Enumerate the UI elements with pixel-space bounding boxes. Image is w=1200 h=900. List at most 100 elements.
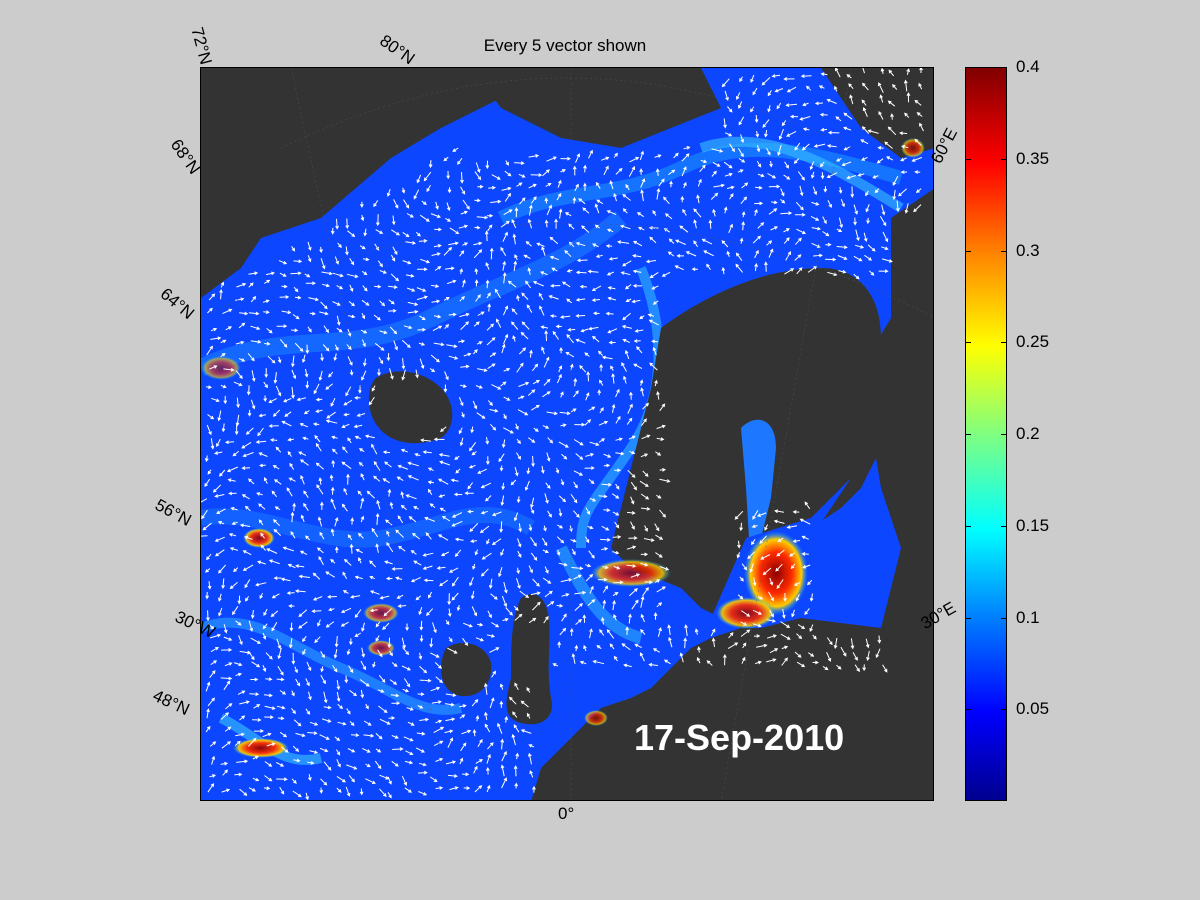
current-vector [740,196,748,205]
current-vector [336,775,346,783]
current-vector [221,648,233,652]
current-vector [319,311,329,316]
current-vector [295,564,305,568]
current-vector [747,551,756,560]
current-vector [260,532,265,539]
current-vector [235,620,242,626]
current-vector [473,765,478,774]
current-vector [332,272,344,278]
current-vector [263,310,270,315]
current-vector [298,574,310,579]
current-vector [477,368,488,372]
current-vector [613,565,621,570]
current-vector [448,636,453,643]
current-vector [287,451,292,457]
current-vector [403,199,410,209]
current-vector [822,231,830,237]
current-vector [656,494,662,499]
current-vector [667,251,675,257]
current-vector [668,169,676,176]
current-vector [220,281,225,288]
current-vector [294,589,306,594]
current-vector [289,622,294,632]
current-vector [460,172,464,184]
current-vector [573,470,584,476]
current-vector [681,166,687,177]
current-vector [448,567,459,573]
current-vector [443,246,453,256]
current-vector [606,210,617,215]
current-vector [360,497,365,509]
current-vector [222,769,229,776]
current-vector [446,344,458,348]
current-vector [239,715,246,721]
current-vector [916,112,923,117]
current-vector [632,254,642,258]
current-vector [875,648,881,659]
current-vector [622,193,632,201]
current-vector [382,450,391,455]
current-vector [302,648,306,656]
current-vector [333,649,338,659]
current-vector [208,623,215,630]
current-vector [516,438,521,445]
current-vector [781,645,789,650]
current-vector [491,174,501,180]
current-vector [640,552,649,557]
current-vector [348,774,355,783]
current-vector [633,240,643,247]
current-vector [225,703,233,710]
current-vector [291,246,296,252]
current-vector [796,633,803,640]
current-vector [305,535,311,541]
current-vector [236,282,247,288]
current-vector [649,362,658,371]
current-vector [348,301,355,307]
current-vector [317,619,321,627]
current-vector [223,395,228,405]
current-vector [545,182,552,187]
current-vector [236,397,240,409]
current-vector [793,158,800,164]
current-vector [358,448,365,453]
current-vector [598,494,608,499]
current-vector [361,299,370,306]
current-vector [346,473,350,485]
current-vector [679,225,689,233]
current-vector [373,475,381,482]
current-vector [209,633,222,639]
current-vector [293,758,301,763]
current-vector [520,331,529,340]
current-vector [541,346,545,355]
current-vector [500,764,505,777]
colorbar-tick-label: 0.05 [1016,699,1050,719]
current-vector [515,423,519,430]
current-vector [360,329,368,334]
current-vector [207,783,215,793]
colorbar-tick-mark [1001,67,1007,68]
land-ireland [441,643,492,697]
current-vector [484,230,489,242]
current-vector [349,689,358,697]
current-vector [406,213,414,218]
current-vector [417,770,428,775]
current-vector [583,164,587,173]
current-vector [764,261,768,272]
current-vector [603,508,611,513]
current-vector [205,681,211,692]
current-vector [503,396,511,401]
current-vector [519,197,526,205]
current-vector [334,546,339,554]
current-vector [867,129,879,134]
current-vector [402,647,410,656]
current-vector [419,634,424,643]
current-vector [379,718,391,725]
current-vector [433,437,445,442]
current-vector [589,498,597,502]
current-vector [699,164,706,173]
current-vector [424,516,435,522]
current-vector [603,165,609,176]
current-vector [427,480,434,485]
current-vector [293,286,299,293]
current-vector [263,786,271,791]
